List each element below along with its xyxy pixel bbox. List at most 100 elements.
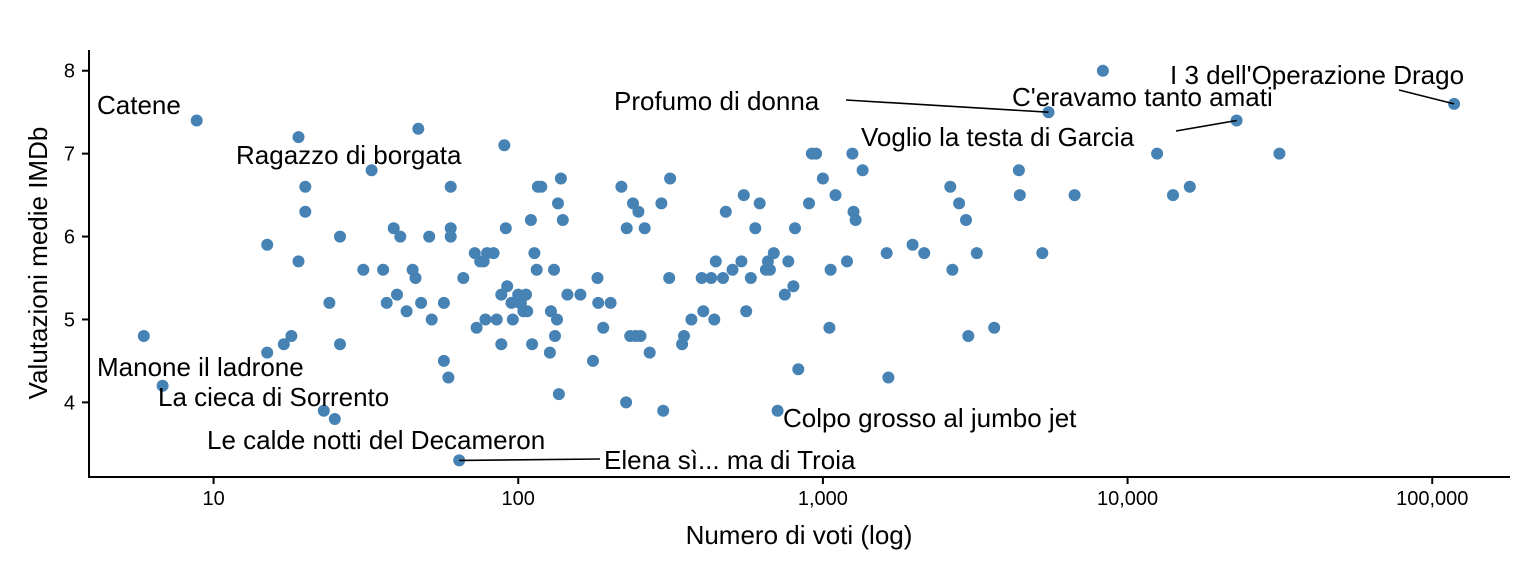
data-point xyxy=(846,147,859,160)
y-tick-label: 4 xyxy=(64,392,75,414)
y-axis-ticks: 4 5 6 7 8 xyxy=(64,61,89,414)
axes xyxy=(88,50,1510,478)
data-point xyxy=(591,272,604,284)
data-point xyxy=(657,404,670,417)
data-point xyxy=(292,255,305,268)
data-point xyxy=(849,214,862,226)
data-point xyxy=(1151,147,1164,160)
data-point xyxy=(1068,189,1081,202)
data-point xyxy=(678,330,690,342)
data-point xyxy=(634,330,647,342)
data-point xyxy=(506,313,519,326)
data-point xyxy=(377,263,390,276)
data-point xyxy=(423,230,436,243)
data-point xyxy=(953,197,966,210)
data-point xyxy=(988,321,1001,334)
data-points xyxy=(137,64,1461,467)
data-point xyxy=(470,321,483,334)
data-point xyxy=(190,114,203,127)
data-point xyxy=(156,379,169,392)
data-point xyxy=(394,230,407,243)
data-point xyxy=(391,288,403,301)
data-point xyxy=(944,180,957,193)
data-point xyxy=(551,313,563,326)
annotation-leader-line xyxy=(1175,119,1237,132)
x-axis-title: Numero di voti (log) xyxy=(686,520,913,550)
data-point xyxy=(970,247,983,260)
x-tick-label: 100,000 xyxy=(1396,488,1468,510)
data-point xyxy=(444,180,457,193)
data-point xyxy=(425,313,438,326)
data-point xyxy=(960,214,972,226)
data-point xyxy=(479,313,492,326)
data-point xyxy=(334,230,346,243)
data-point xyxy=(663,272,676,284)
data-point xyxy=(261,346,274,359)
annotation-label: C'eravamo tanto amati xyxy=(1012,82,1273,112)
data-point xyxy=(444,230,457,243)
data-point xyxy=(685,313,698,326)
data-point xyxy=(1096,64,1109,77)
data-point xyxy=(328,413,341,425)
data-point xyxy=(882,371,895,384)
data-point xyxy=(554,172,567,185)
data-point xyxy=(705,272,718,284)
data-point xyxy=(400,305,413,318)
data-point xyxy=(544,305,557,318)
data-point xyxy=(535,180,548,193)
x-tick-label: 10 xyxy=(202,488,224,510)
data-point xyxy=(771,404,784,417)
data-point xyxy=(548,263,560,276)
data-point xyxy=(737,189,750,202)
data-point xyxy=(1167,189,1179,202)
data-point xyxy=(856,164,869,177)
data-point xyxy=(824,263,837,276)
data-point xyxy=(719,205,732,218)
data-point xyxy=(946,263,959,276)
data-point xyxy=(357,263,370,276)
annotation-label: Catene xyxy=(97,90,181,120)
data-point xyxy=(620,222,633,235)
annotation-label: Voglio la testa di Garcia xyxy=(861,122,1135,152)
x-tick-label: 100 xyxy=(502,488,535,510)
data-point xyxy=(521,305,534,318)
annotation-label: La cieca di Sorrento xyxy=(158,382,389,412)
x-tick-label: 1,000 xyxy=(798,488,848,510)
data-point xyxy=(763,263,776,276)
data-point xyxy=(735,255,748,268)
data-point xyxy=(530,263,543,276)
data-point xyxy=(552,197,564,210)
data-point xyxy=(778,288,791,301)
annotation-label: Le calde notti del Decameron xyxy=(207,425,545,455)
data-point xyxy=(334,338,346,351)
data-point xyxy=(499,222,512,235)
data-point xyxy=(880,247,893,260)
data-point xyxy=(695,272,708,284)
data-point xyxy=(323,296,336,309)
data-point xyxy=(501,280,514,293)
data-point xyxy=(906,238,919,251)
y-tick-label: 7 xyxy=(64,144,75,166)
data-point xyxy=(1012,164,1025,177)
data-point xyxy=(299,180,312,193)
data-point xyxy=(592,296,605,309)
data-point xyxy=(543,346,556,359)
data-point xyxy=(524,214,537,226)
data-point xyxy=(490,313,503,326)
data-point xyxy=(655,197,668,210)
y-tick-label: 6 xyxy=(64,227,75,249)
data-point xyxy=(380,296,393,309)
data-point xyxy=(285,330,298,342)
data-point xyxy=(487,247,500,260)
data-point xyxy=(277,338,290,351)
data-point xyxy=(561,288,574,301)
annotation-leader-line xyxy=(845,99,1049,113)
data-point xyxy=(574,288,587,301)
data-point xyxy=(789,222,801,235)
data-point xyxy=(740,305,753,318)
data-point xyxy=(782,255,795,268)
data-point xyxy=(415,296,428,309)
data-point xyxy=(664,172,677,185)
data-point xyxy=(620,396,633,409)
